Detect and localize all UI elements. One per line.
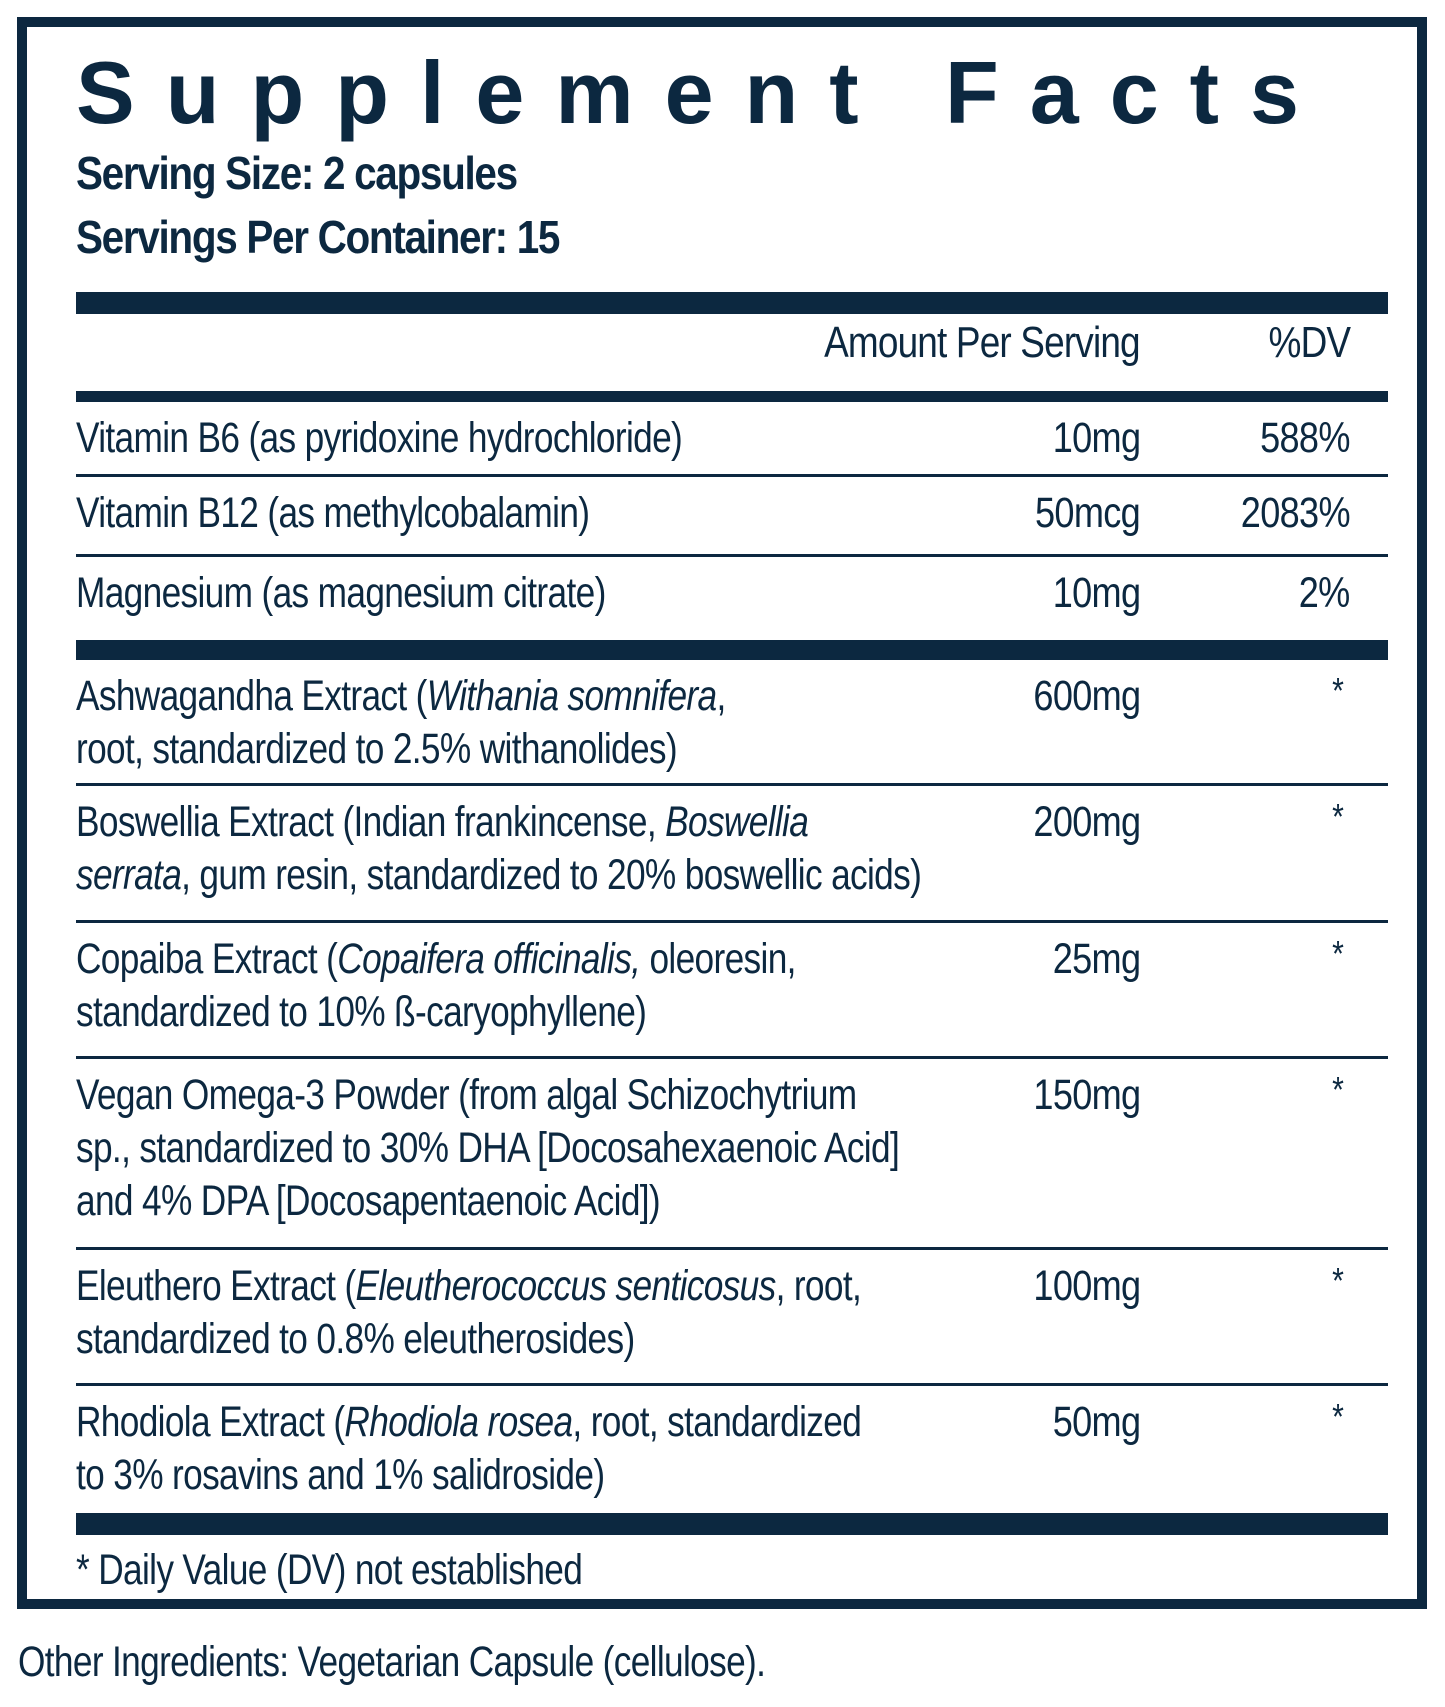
ingredient-row-ashwagandha: Ashwagandha Extract (Withania somnifera,… <box>76 660 1388 786</box>
row-divider <box>76 1247 1388 1250</box>
nutrient-row-magnesium: Magnesium (as magnesium citrate) 10mg 2% <box>76 557 1388 637</box>
ingredient-row-copaiba: Copaiba Extract (Copaifera officinalis, … <box>76 923 1388 1059</box>
ingredient-name: Rhodiola Extract (Rhodiola rosea, root, … <box>76 1398 862 1499</box>
ingredient-dv: * <box>1331 933 1344 974</box>
nutrient-name: Vitamin B12 (as methylcobalamin) <box>76 489 590 537</box>
nutrient-amount: 10mg <box>1052 569 1140 617</box>
ingredient-name: Vegan Omega-3 Powder (from algal Schizoc… <box>76 1071 900 1225</box>
nutrient-amount: 50mcg <box>1034 489 1141 537</box>
nutrient-dv: 2% <box>1299 569 1351 617</box>
other-ingredients: Other Ingredients: Vegetarian Capsule (c… <box>18 1638 766 1686</box>
ingredient-amount: 150mg <box>1032 1071 1141 1119</box>
nutrient-dv: 2083% <box>1240 489 1351 537</box>
serving-size: Serving Size: 2 capsules <box>76 147 518 199</box>
panel-title: Supplement Facts <box>76 43 1330 142</box>
ingredient-row-omega-3: Vegan Omega-3 Powder (from algal Schizoc… <box>76 1059 1388 1250</box>
column-header-dv: %DV <box>1268 318 1351 367</box>
servings-per-container: Servings Per Container: 15 <box>76 211 560 263</box>
ingredient-name: Ashwagandha Extract (Withania somnifera,… <box>76 672 726 773</box>
nutrient-name: Magnesium (as magnesium citrate) <box>76 569 606 617</box>
row-divider <box>76 554 1388 557</box>
ingredient-row-rhodiola: Rhodiola Extract (Rhodiola rosea, root, … <box>76 1386 1388 1513</box>
row-divider <box>76 1056 1388 1059</box>
ingredient-amount: 600mg <box>1032 672 1141 720</box>
row-divider <box>76 783 1388 786</box>
vitamins-thick-divider <box>76 640 1388 660</box>
ingredient-dv: * <box>1331 670 1344 711</box>
ingredient-name: Copaiba Extract (Copaifera officinalis, … <box>76 935 796 1036</box>
column-header-amount: Amount Per Serving <box>824 318 1140 367</box>
nutrient-row-vitamin-b6: Vitamin B6 (as pyridoxine hydrochloride)… <box>76 402 1388 477</box>
ingredient-dv: * <box>1331 1069 1344 1110</box>
ingredient-name: Eleuthero Extract (Eleutherococcus senti… <box>76 1262 862 1363</box>
ingredient-dv: * <box>1331 1260 1344 1301</box>
ingredient-dv: * <box>1331 796 1344 837</box>
ingredient-row-eleuthero: Eleuthero Extract (Eleutherococcus senti… <box>76 1250 1388 1386</box>
ingredient-amount: 25mg <box>1052 935 1140 983</box>
ingredient-amount: 200mg <box>1032 798 1141 846</box>
nutrient-dv: 588% <box>1260 414 1350 462</box>
row-divider <box>76 920 1388 923</box>
nutrient-row-vitamin-b12: Vitamin B12 (as methylcobalamin) 50mcg 2… <box>76 477 1388 557</box>
header-divider <box>76 391 1388 402</box>
ingredient-name: Boswellia Extract (Indian frankincense, … <box>76 798 922 899</box>
ingredient-amount: 100mg <box>1032 1262 1141 1310</box>
nutrient-name: Vitamin B6 (as pyridoxine hydrochloride) <box>76 414 683 462</box>
dv-footnote: * Daily Value (DV) not established <box>76 1546 583 1594</box>
row-divider <box>76 474 1388 477</box>
ingredient-dv: * <box>1331 1396 1344 1437</box>
supplement-facts-panel: Supplement Facts Serving Size: 2 capsule… <box>17 17 1427 1609</box>
row-divider <box>76 1383 1388 1386</box>
ingredient-amount: 50mg <box>1052 1398 1140 1446</box>
bottom-thick-divider <box>76 1513 1388 1535</box>
ingredient-row-boswellia: Boswellia Extract (Indian frankincense, … <box>76 786 1388 923</box>
nutrient-amount: 10mg <box>1052 414 1140 462</box>
top-thick-divider <box>76 292 1388 314</box>
